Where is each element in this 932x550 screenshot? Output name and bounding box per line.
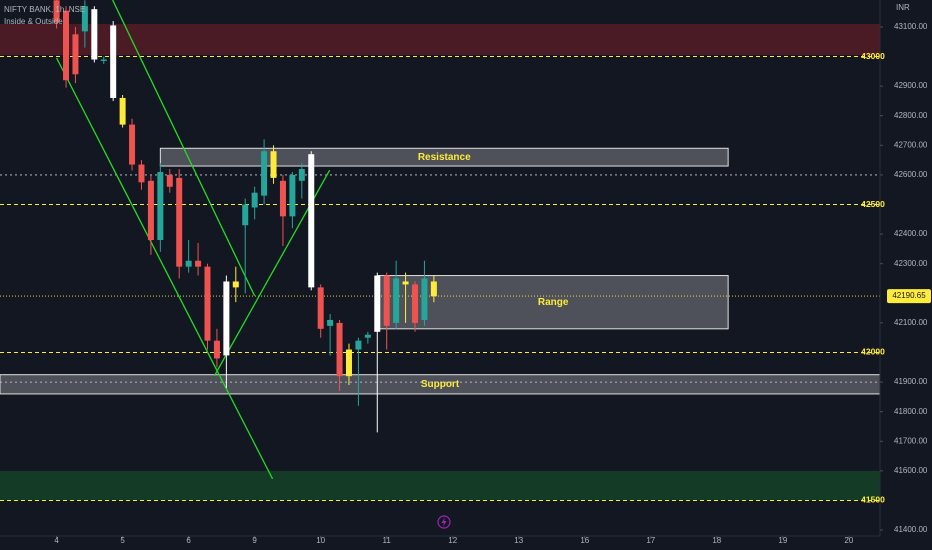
- candle-body: [195, 260, 202, 267]
- candle-body: [336, 322, 343, 377]
- zone-label: Support: [421, 379, 460, 390]
- zone-label: Resistance: [418, 152, 471, 163]
- x-tick-label: 17: [646, 536, 655, 545]
- y-tick-label: 42900.00: [894, 81, 928, 90]
- candle-body: [232, 281, 239, 288]
- candle-body: [213, 340, 220, 359]
- candle-body: [364, 334, 371, 338]
- candle-body: [327, 319, 334, 326]
- candle-body: [147, 180, 154, 241]
- candle-body: [72, 34, 79, 75]
- lightning-icon[interactable]: [437, 515, 451, 529]
- candle-body: [317, 287, 324, 329]
- candle-body: [223, 281, 230, 356]
- x-tick-label: 19: [778, 536, 787, 545]
- key-level-label: 43000: [861, 51, 885, 61]
- x-tick-label: 11: [383, 536, 392, 545]
- candle-body: [270, 151, 277, 178]
- candle-body: [355, 340, 362, 350]
- y-tick-label: 42300.00: [894, 259, 928, 268]
- y-tick-label: 43100.00: [894, 22, 928, 31]
- y-tick-label: 42800.00: [894, 111, 928, 120]
- candle-body: [138, 164, 145, 183]
- candle-body: [110, 25, 117, 98]
- y-tick-label: 41600.00: [894, 466, 928, 475]
- candle-body: [279, 180, 286, 217]
- x-tick-label: 18: [712, 536, 721, 545]
- candle-body: [261, 151, 268, 196]
- candle-body: [185, 260, 192, 267]
- y-tick-label: 41800.00: [894, 407, 928, 416]
- last-price-label: 42190.65: [892, 291, 926, 300]
- candle-body: [157, 171, 164, 241]
- key-level-label: 42500: [861, 199, 885, 209]
- candle-body: [289, 174, 296, 217]
- chart-title: NIFTY BANK, 1h, NSE: [4, 5, 85, 14]
- candle-body: [242, 204, 249, 226]
- x-tick-label: 9: [252, 536, 257, 545]
- x-tick-label: 13: [514, 536, 523, 545]
- candle-body: [393, 278, 400, 323]
- x-tick-label: 12: [448, 536, 457, 545]
- candle-body: [53, 0, 60, 23]
- y-tick-label: 41900.00: [894, 377, 928, 386]
- trendline: [56, 57, 274, 480]
- candle-body: [100, 59, 107, 61]
- candle-body: [412, 284, 419, 323]
- candle-body: [298, 168, 305, 181]
- candle-body: [166, 174, 173, 187]
- x-tick-label: 4: [54, 536, 59, 545]
- candle-body: [383, 275, 390, 326]
- y-tick-label: 41700.00: [894, 436, 928, 445]
- zone: [0, 470, 880, 501]
- x-tick-label: 20: [844, 536, 853, 545]
- candle-body: [63, 10, 70, 81]
- last-price-box: [887, 289, 931, 304]
- candle-body: [81, 6, 88, 32]
- y-tick-label: 41400.00: [894, 525, 928, 534]
- indicator-name: Inside & Outside: [4, 17, 63, 26]
- y-tick-label: 42100.00: [894, 318, 928, 327]
- x-tick-label: 6: [186, 536, 191, 545]
- candle-body: [204, 266, 211, 341]
- zone-label: Range: [538, 297, 569, 308]
- candle-body: [119, 97, 126, 125]
- candle-body: [345, 349, 352, 377]
- x-tick-label: 5: [120, 536, 125, 545]
- candle-body: [430, 281, 437, 297]
- x-tick-label: 10: [316, 536, 325, 545]
- currency: INR: [896, 3, 910, 12]
- candle-body: [251, 192, 258, 208]
- zone: [159, 147, 729, 167]
- candle-body: [91, 9, 98, 60]
- zone: [0, 23, 880, 56]
- trendline: [112, 0, 256, 296]
- x-tick-label: 16: [580, 536, 589, 545]
- candle-body: [176, 177, 183, 267]
- candle-body: [374, 275, 381, 332]
- key-level-label: 41500: [861, 495, 885, 505]
- y-tick-label: 42400.00: [894, 229, 928, 238]
- candle-body: [129, 124, 136, 165]
- candle-body: [308, 154, 315, 288]
- candle-body: [421, 278, 428, 320]
- y-tick-label: 42600.00: [894, 170, 928, 179]
- candle-body: [402, 281, 409, 285]
- y-tick-label: 42700.00: [894, 140, 928, 149]
- key-level-label: 42000: [861, 347, 885, 357]
- plot-area: Resistance Range Support: [0, 0, 881, 501]
